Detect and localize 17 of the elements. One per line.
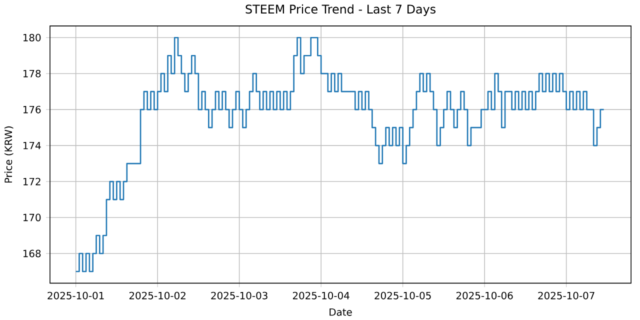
- y-tick-label: 172: [23, 178, 40, 186]
- x-tick-label: 2025-10-04: [292, 292, 350, 300]
- x-axis-title: Date: [330, 308, 352, 316]
- y-tick-label: 180: [23, 34, 41, 42]
- x-tick-label: 2025-10-01: [48, 292, 104, 300]
- x-tick-label: 2025-10-03: [211, 292, 268, 300]
- x-tick-label: 2025-10-05: [374, 292, 431, 300]
- y-tick-label: 168: [23, 250, 41, 258]
- y-tick-label: 174: [23, 142, 41, 150]
- y-axis-title: Price (KRW): [4, 126, 14, 182]
- y-tick-label: 176: [23, 106, 41, 114]
- x-tick-label: 2025-10-06: [456, 292, 513, 300]
- chart-title: STEEM Price Trend - Last 7 Days: [246, 4, 436, 16]
- x-tick-label: 2025-10-07: [538, 292, 594, 300]
- y-tick-label: 178: [23, 70, 41, 78]
- y-tick-label: 170: [23, 214, 41, 222]
- x-tick-label: 2025-10-02: [129, 292, 186, 300]
